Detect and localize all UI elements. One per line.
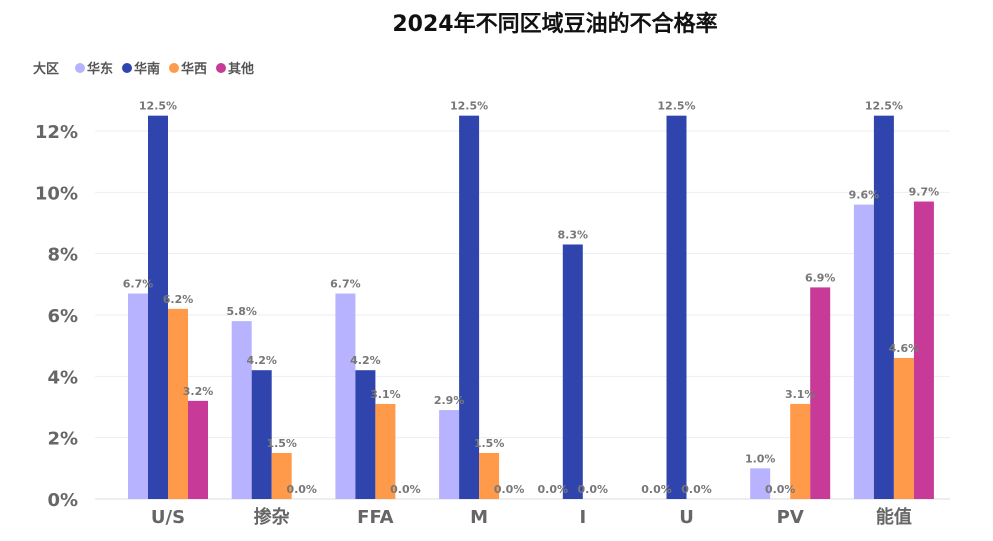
y-tick-label: 0% [47, 490, 78, 511]
y-tick-label: 4% [47, 367, 78, 388]
bar-华西[interactable] [479, 453, 500, 499]
data-label: 5.8% [226, 305, 257, 318]
data-label: 6.7% [123, 278, 154, 291]
data-label: 1.0% [745, 452, 776, 465]
y-tick-label: 10% [35, 183, 78, 204]
legend-marker [75, 63, 85, 73]
bar-其他[interactable] [188, 400, 208, 499]
x-tick-label: 掺杂 [254, 506, 290, 528]
bar-华东[interactable] [439, 410, 460, 499]
data-label: 9.7% [909, 186, 940, 199]
bar-华西[interactable] [893, 357, 914, 499]
data-label: 0.0% [390, 483, 421, 496]
x-tick-label: U [679, 507, 694, 528]
data-label: 0.0% [578, 483, 609, 496]
data-label: 1.5% [266, 437, 297, 450]
data-label: 8.3% [558, 228, 589, 241]
bar-华西[interactable] [790, 403, 811, 499]
legend-marker [216, 63, 226, 73]
bar-华南[interactable] [873, 115, 894, 500]
data-label: 3.1% [785, 388, 816, 401]
bar-华东[interactable] [853, 204, 874, 499]
chart-title: 2024年不同区域豆油的不合格率 [392, 11, 717, 37]
x-tick-label: M [470, 507, 488, 528]
data-label: 0.0% [286, 483, 317, 496]
data-label: 0.0% [681, 483, 712, 496]
bar-华东[interactable] [128, 293, 148, 499]
bar-华南[interactable] [251, 370, 272, 499]
data-label: 0.0% [641, 483, 672, 496]
data-label: 12.5% [865, 100, 903, 113]
bar-华东[interactable] [231, 321, 252, 499]
data-label: 12.5% [450, 100, 488, 113]
data-label: 3.1% [370, 388, 401, 401]
bar-华南[interactable] [562, 244, 583, 499]
x-tick-label: 能值 [876, 506, 912, 528]
data-label: 3.2% [183, 385, 214, 398]
y-tick-label: 8% [47, 245, 78, 266]
data-label: 0.0% [494, 483, 525, 496]
y-tick-label: 6% [47, 306, 78, 327]
legend-label[interactable]: 华南 [134, 61, 160, 77]
bar-华南[interactable] [666, 115, 687, 500]
legend-label[interactable]: 华西 [181, 61, 207, 77]
data-label: 9.6% [849, 189, 880, 202]
data-label: 2.9% [434, 394, 465, 407]
legend-label[interactable]: 华东 [87, 61, 113, 77]
x-tick-label: U/S [151, 507, 185, 528]
y-tick-label: 2% [47, 429, 78, 450]
legend-label[interactable]: 其他 [228, 61, 254, 77]
bar-华南[interactable] [355, 370, 376, 499]
data-label: 12.5% [657, 100, 695, 113]
x-tick-label: I [579, 507, 586, 528]
x-tick-label: FFA [357, 507, 394, 528]
data-label: 6.7% [330, 278, 361, 291]
data-label: 0.0% [765, 483, 796, 496]
bar-华西[interactable] [375, 403, 396, 499]
bar-华东[interactable] [335, 293, 356, 499]
data-label: 1.5% [474, 437, 505, 450]
data-label: 6.2% [163, 293, 194, 306]
data-label: 4.6% [889, 342, 920, 355]
bar-其他[interactable] [913, 201, 934, 500]
bar-华西[interactable] [271, 453, 292, 499]
bar-华西[interactable] [168, 308, 188, 499]
legend-marker [169, 63, 179, 73]
x-tick-label: PV [777, 507, 804, 528]
data-label: 4.2% [246, 354, 277, 367]
legend-title: 大区 [33, 61, 59, 77]
legend: 大区 华东 华南 华西 其他 [33, 61, 254, 77]
bar-其他[interactable] [810, 287, 831, 499]
bar-华南[interactable] [148, 115, 168, 500]
data-label: 0.0% [538, 483, 569, 496]
y-tick-label: 12% [35, 122, 78, 143]
bar-华东[interactable] [750, 468, 771, 499]
legend-marker [122, 63, 132, 73]
data-label: 6.9% [805, 271, 836, 284]
bar-华南[interactable] [459, 115, 480, 500]
data-label: 4.2% [350, 354, 381, 367]
data-label: 12.5% [139, 100, 177, 113]
